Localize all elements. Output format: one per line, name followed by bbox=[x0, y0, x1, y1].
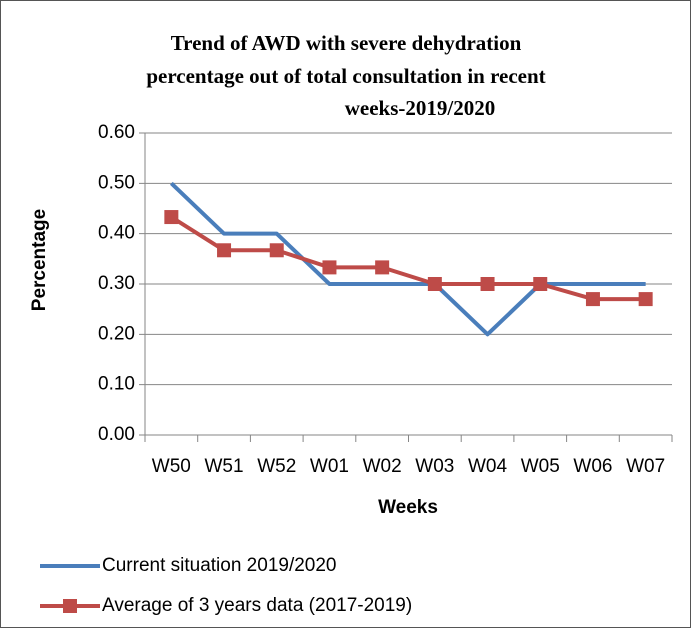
x-tick-label: W04 bbox=[468, 456, 508, 477]
x-tick-label: W07 bbox=[626, 456, 665, 477]
marker bbox=[585, 292, 600, 307]
x-tick-label: W51 bbox=[205, 456, 244, 477]
series-line bbox=[169, 181, 646, 337]
legend-label: Average of 3 years data (2017-2019) bbox=[102, 595, 412, 616]
chart-title: weeks-2019/2020 bbox=[345, 96, 496, 120]
y-tick-label: 0.60 bbox=[98, 122, 135, 143]
marker bbox=[269, 243, 284, 258]
x-tick-label: W03 bbox=[415, 456, 454, 477]
x-tick-label: W01 bbox=[310, 456, 349, 477]
y-axis-label: Percentage bbox=[29, 209, 50, 311]
x-tick-label: W05 bbox=[521, 456, 560, 477]
y-tick-label: 0.50 bbox=[98, 172, 135, 193]
y-tick-label: 0.10 bbox=[98, 374, 135, 395]
x-tick-label: W50 bbox=[152, 456, 191, 477]
marker bbox=[533, 277, 548, 291]
y-tick-label: 0.20 bbox=[98, 323, 135, 344]
marker bbox=[322, 260, 337, 275]
marker bbox=[164, 210, 179, 225]
marker bbox=[375, 260, 390, 275]
y-tick-label: 0.40 bbox=[98, 223, 135, 244]
marker bbox=[638, 292, 653, 307]
chart-title: Trend of AWD with severe dehydration bbox=[171, 31, 522, 55]
legend-label: Current situation 2019/2020 bbox=[102, 555, 337, 576]
y-tick-label: 0.00 bbox=[98, 424, 135, 445]
x-tick-label: W02 bbox=[363, 456, 402, 477]
series-line bbox=[170, 215, 646, 302]
marker bbox=[480, 277, 495, 291]
x-tick-label: W06 bbox=[573, 456, 612, 477]
chart-title: percentage out of total consultation in … bbox=[146, 64, 545, 88]
x-axis-label: Weeks bbox=[378, 497, 438, 518]
marker bbox=[427, 277, 442, 291]
y-tick-label: 0.30 bbox=[98, 273, 135, 294]
x-tick-label: W52 bbox=[257, 456, 296, 477]
marker bbox=[217, 243, 232, 258]
legend-marker bbox=[63, 599, 77, 613]
